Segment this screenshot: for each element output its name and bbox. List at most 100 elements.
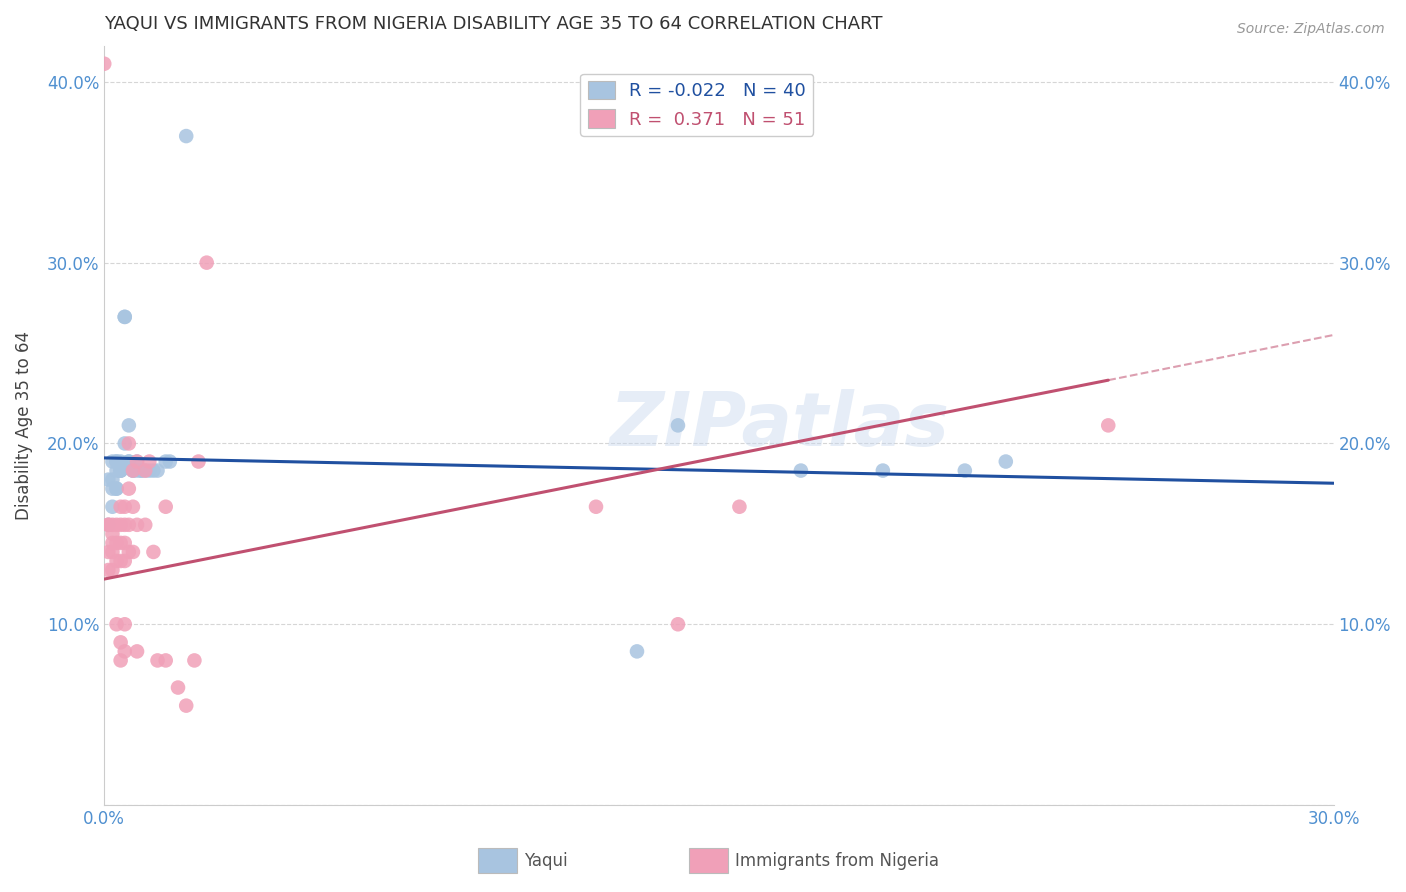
Point [125,464,148,478]
Point [110,536,132,550]
Point [114,500,136,514]
Point [118,454,141,468]
Point [125,644,148,658]
Point [97,545,120,559]
Point [101,454,124,468]
Point [155,653,177,667]
Point [114,617,136,632]
Point [101,536,124,550]
Legend: R = -0.022   N = 40, R =  0.371   N = 51: R = -0.022 N = 40, R = 0.371 N = 51 [581,74,813,136]
Point [872,464,894,478]
FancyBboxPatch shape [689,848,728,873]
Point [585,500,607,514]
Point [134,517,156,532]
Point [110,454,132,468]
Point [97,473,120,487]
Point [114,554,136,568]
Point [122,545,145,559]
Text: Yaqui: Yaqui [524,852,568,870]
Point [93,56,115,70]
Point [142,464,165,478]
Point [110,464,132,478]
Point [666,418,689,433]
Point [114,536,136,550]
Point [114,517,136,532]
Point [97,517,120,532]
Point [122,500,145,514]
Point [105,536,128,550]
Point [129,464,152,478]
Point [105,617,128,632]
Point [125,454,148,468]
FancyBboxPatch shape [478,848,517,873]
Point [728,500,751,514]
Point [129,464,152,478]
Point [1097,418,1119,433]
Point [110,500,132,514]
Point [110,517,132,532]
Point [195,255,218,269]
Point [138,454,160,468]
Point [101,563,124,577]
Point [167,681,190,695]
Point [97,517,120,532]
Point [110,554,132,568]
Point [953,464,976,478]
Point [97,563,120,577]
Text: Source: ZipAtlas.com: Source: ZipAtlas.com [1237,22,1385,37]
Text: ZIPatlas: ZIPatlas [610,389,950,462]
Point [101,473,124,487]
Point [159,454,181,468]
Point [114,310,136,324]
Point [118,482,141,496]
Point [790,464,813,478]
Point [101,500,124,514]
Point [118,436,141,450]
Point [187,454,209,468]
Point [105,482,128,496]
Point [122,464,145,478]
Point [146,653,169,667]
Point [142,545,165,559]
Point [105,482,128,496]
Y-axis label: Disability Age 35 to 64: Disability Age 35 to 64 [15,331,32,520]
Point [114,436,136,450]
Point [146,464,169,478]
Point [125,454,148,468]
Text: YAQUI VS IMMIGRANTS FROM NIGERIA DISABILITY AGE 35 TO 64 CORRELATION CHART: YAQUI VS IMMIGRANTS FROM NIGERIA DISABIL… [104,15,883,33]
Point [105,517,128,532]
Point [155,500,177,514]
Point [118,545,141,559]
Point [122,464,145,478]
Point [114,310,136,324]
Point [155,454,177,468]
Point [994,454,1017,468]
Point [626,644,648,658]
Point [105,454,128,468]
Point [183,653,205,667]
Point [134,464,156,478]
Point [114,644,136,658]
Point [134,464,156,478]
Point [118,517,141,532]
Text: Immigrants from Nigeria: Immigrants from Nigeria [734,852,939,870]
Point [105,554,128,568]
Point [101,517,124,532]
Point [110,653,132,667]
Point [125,517,148,532]
Point [105,454,128,468]
Point [174,129,197,144]
Point [118,418,141,433]
Point [101,545,124,559]
Point [666,617,689,632]
Point [122,464,145,478]
Point [118,454,141,468]
Point [110,464,132,478]
Point [101,526,124,541]
Point [138,464,160,478]
Point [110,635,132,649]
Point [174,698,197,713]
Point [110,464,132,478]
Point [105,464,128,478]
Point [101,482,124,496]
